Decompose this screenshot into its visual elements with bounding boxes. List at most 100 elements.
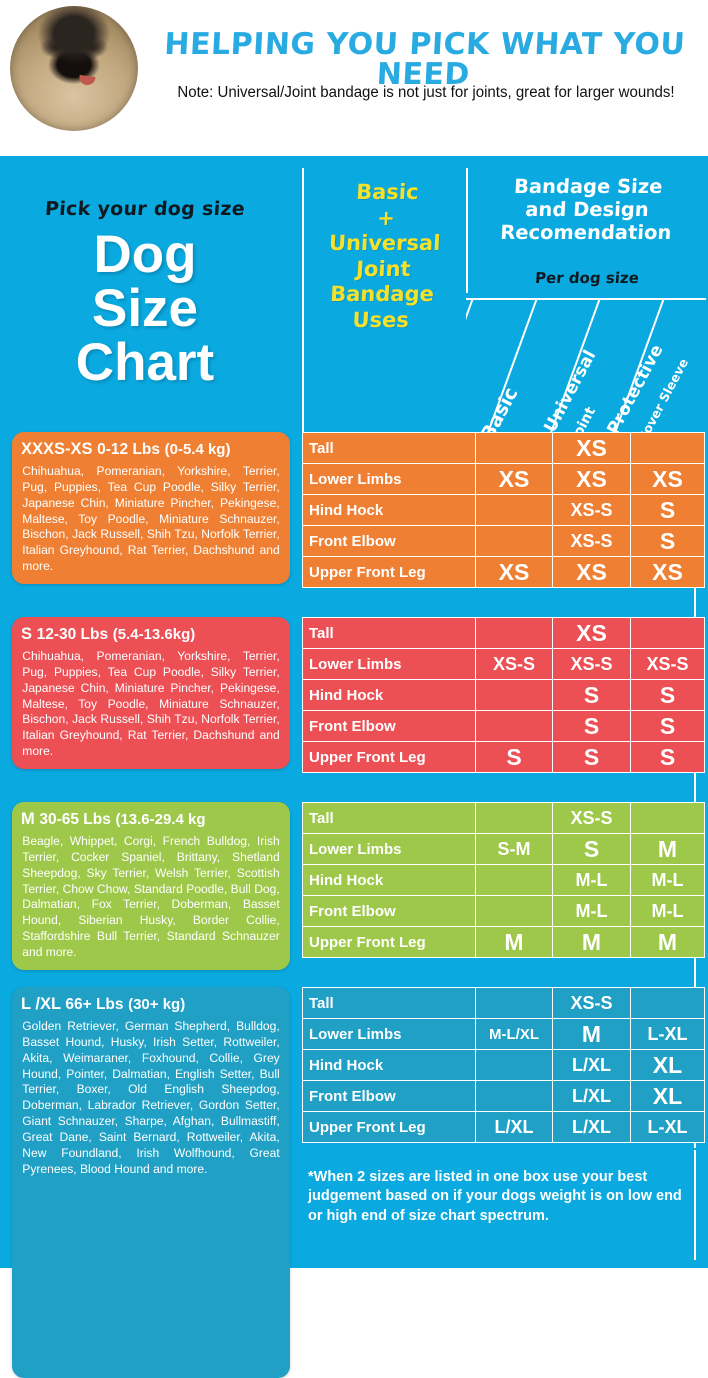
banner-note: Note: Universal/Joint bandage is not jus… xyxy=(177,84,675,101)
row-label: Lower Limbs xyxy=(302,833,476,865)
cell-protective xyxy=(630,432,705,464)
size-label: M xyxy=(21,810,35,828)
footnote-divider xyxy=(694,1150,696,1260)
breed-list: Chihuahua, Pomeranian, Yorkshire, Terrie… xyxy=(22,464,280,574)
cell-protective: S xyxy=(630,710,705,742)
cell-basic xyxy=(475,494,553,526)
cell-protective: L-XL xyxy=(630,1111,705,1143)
diagonal-top-rule xyxy=(466,298,706,300)
size-label: L /XL xyxy=(21,995,61,1013)
table-row: Lower Limbs XS XS XS xyxy=(302,463,705,495)
cell-universal: M-L xyxy=(552,895,631,927)
weight-kg: (0-5.4 kg) xyxy=(164,441,231,458)
cell-basic xyxy=(475,710,553,742)
recommendation-table-xxxs-xs: Tall XS Lower Limbs XS XS XS Hind Hock X… xyxy=(302,432,705,588)
cell-universal: XS-S xyxy=(552,648,631,680)
table-row: Upper Front Leg L/XL L/XL L-XL xyxy=(302,1111,705,1143)
row-label: Tall xyxy=(302,802,476,834)
mid-line-3: Universal xyxy=(328,231,442,256)
banner-title: HELPING YOU PICK WHAT YOU NEED xyxy=(163,27,687,92)
right-line-3: Recomendation xyxy=(499,220,672,244)
pick-your-dog-size-kicker: Pick your dog size xyxy=(44,198,246,220)
table-row: Upper Front Leg XS XS XS xyxy=(302,556,705,588)
cell-protective: S xyxy=(630,525,705,557)
cell-basic xyxy=(475,802,553,834)
cell-universal: S xyxy=(552,710,631,742)
table-row: Tall XS-S xyxy=(302,802,705,834)
row-label: Hind Hock xyxy=(302,1049,476,1081)
table-row: Lower Limbs M-L/XL M L-XL xyxy=(302,1018,705,1050)
size-block-l-xl: L /XL 66+ Lbs (30+ kg) Golden Retriever,… xyxy=(12,987,290,1378)
cell-basic: S-M xyxy=(475,833,553,865)
table-row: Hind Hock M-L M-L xyxy=(302,864,705,896)
cell-basic xyxy=(475,1080,553,1112)
cell-protective: XS-S xyxy=(630,648,705,680)
cell-protective xyxy=(630,802,705,834)
row-label: Upper Front Leg xyxy=(302,926,476,958)
weight-kg: (13.6-29.4 kg xyxy=(115,811,206,828)
cell-universal: S xyxy=(552,833,631,865)
size-label: S xyxy=(21,625,33,643)
cell-protective: M xyxy=(630,926,705,958)
row-label: Tall xyxy=(302,617,476,649)
weight-kg: (30+ kg) xyxy=(128,996,186,1013)
row-label: Upper Front Leg xyxy=(302,741,476,773)
cell-basic: XS xyxy=(475,463,553,495)
row-label: Upper Front Leg xyxy=(302,1111,476,1143)
cell-basic xyxy=(475,987,553,1019)
cell-basic xyxy=(475,679,553,711)
cell-universal: L/XL xyxy=(552,1111,631,1143)
size-label: XXXS-XS xyxy=(21,440,93,458)
footnote: *When 2 sizes are listed in one box use … xyxy=(308,1169,682,1224)
recommendation-table-l-xl: Tall XS-S Lower Limbs M-L/XL M L-XL Hind… xyxy=(302,987,705,1143)
cell-basic xyxy=(475,432,553,464)
diagonal-rule-1 xyxy=(466,298,482,432)
table-row: Hind Hock L/XL XL xyxy=(302,1049,705,1081)
cell-universal: L/XL xyxy=(552,1080,631,1112)
cell-protective: M-L xyxy=(630,895,705,927)
cell-universal: XS xyxy=(552,463,631,495)
right-column-header: Bandage Size and Design Recomendation xyxy=(466,175,708,244)
table-row: Tall XS xyxy=(302,617,705,649)
cell-universal: M-L xyxy=(552,864,631,896)
table-row: Hind Hock S S xyxy=(302,679,705,711)
cell-basic xyxy=(475,895,553,927)
cell-universal: M xyxy=(552,926,631,958)
table-row: Front Elbow XS-S S xyxy=(302,525,705,557)
size-block-s: S 12-30 Lbs (5.4-13.6kg) Chihuahua, Pome… xyxy=(12,617,290,770)
cell-universal: XS xyxy=(552,432,631,464)
mid-line-2: + xyxy=(376,205,396,230)
row-label: Front Elbow xyxy=(302,525,476,557)
cell-protective: M xyxy=(630,833,705,865)
table-right-edge xyxy=(694,432,696,1148)
size-block-m: M 30-65 Lbs (13.6-29.4 kg Beagle, Whippe… xyxy=(12,802,290,970)
cell-protective: L-XL xyxy=(630,1018,705,1050)
table-row: Tall XS-S xyxy=(302,987,705,1019)
mid-line-5: Bandage xyxy=(329,282,435,307)
row-label: Front Elbow xyxy=(302,1080,476,1112)
mid-line-4: Joint xyxy=(355,256,412,281)
cell-protective xyxy=(630,617,705,649)
left-column: Pick your dog size Dog Size Chart XXXS-XS … xyxy=(0,156,300,1378)
cell-universal: XS xyxy=(552,556,631,588)
row-label: Tall xyxy=(302,987,476,1019)
cell-basic: S xyxy=(475,741,553,773)
cell-protective: XS xyxy=(630,556,705,588)
dog-tongue xyxy=(78,74,96,87)
cell-universal: XS-S xyxy=(552,525,631,557)
row-label: Lower Limbs xyxy=(302,1018,476,1050)
cell-basic: XS xyxy=(475,556,553,588)
diagonal-column-headers: Basic Universal Joint Protective Cover S… xyxy=(466,298,706,432)
column-header-basic: Basic xyxy=(476,383,523,432)
middle-column-header: Basic + Universal Joint Bandage Uses xyxy=(298,180,470,334)
size-block-xxxs-xs: XXXS-XS 0-12 Lbs (0-5.4 kg) Chihuahua, P… xyxy=(12,432,290,585)
row-label: Lower Limbs xyxy=(302,463,476,495)
cell-universal: M xyxy=(552,1018,631,1050)
cell-protective: M-L xyxy=(630,864,705,896)
pug-photo xyxy=(10,6,138,131)
row-label: Lower Limbs xyxy=(302,648,476,680)
weight-lbs: 0-12 Lbs xyxy=(97,441,161,458)
table-row: Front Elbow S S xyxy=(302,710,705,742)
cell-basic: XS-S xyxy=(475,648,553,680)
row-label: Tall xyxy=(302,432,476,464)
